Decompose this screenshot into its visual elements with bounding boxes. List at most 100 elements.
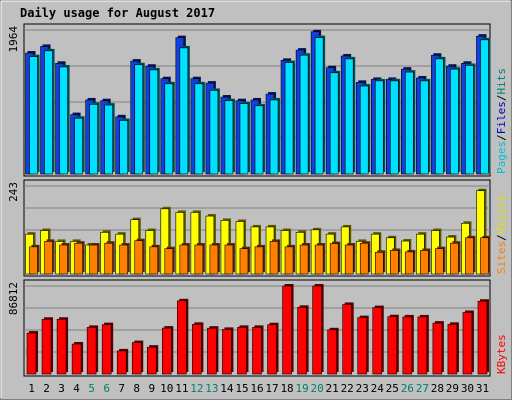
bar-files-day-19 bbox=[299, 54, 309, 175]
day-label-13: 13 bbox=[205, 382, 218, 395]
bar-files-day-30 bbox=[465, 65, 474, 175]
bar-kbytes-day-10 bbox=[162, 327, 172, 375]
panel-max-label: 86812 bbox=[7, 282, 20, 315]
day-label-24: 24 bbox=[371, 382, 385, 395]
day-label-1: 1 bbox=[28, 382, 35, 395]
bar-sites-day-21 bbox=[329, 243, 339, 275]
bar-sites-day-26 bbox=[405, 251, 414, 275]
day-label-30: 30 bbox=[461, 382, 474, 395]
bar-files-day-22 bbox=[344, 58, 354, 175]
day-label-8: 8 bbox=[133, 382, 140, 395]
bar-files-day-28 bbox=[435, 58, 444, 175]
bar-sites-day-27 bbox=[420, 250, 429, 275]
legend-entry: / bbox=[495, 95, 508, 102]
legend-entry: Sites bbox=[495, 241, 508, 274]
day-label-18: 18 bbox=[280, 382, 293, 395]
bar-kbytes-day-2 bbox=[41, 318, 52, 375]
bar-kbytes-day-4 bbox=[71, 343, 82, 375]
bar-kbytes-day-18 bbox=[282, 285, 292, 375]
bar-sites-day-14 bbox=[224, 244, 234, 275]
bar-files-day-9 bbox=[149, 69, 159, 175]
panel-max-label: 243 bbox=[7, 182, 20, 202]
bar-files-day-10 bbox=[164, 83, 174, 175]
bar-kbytes-day-5 bbox=[86, 327, 97, 375]
day-label-14: 14 bbox=[220, 382, 234, 395]
bar-files-day-16 bbox=[254, 105, 264, 175]
bar-sites-day-25 bbox=[389, 250, 399, 275]
bar-files-day-3 bbox=[59, 66, 68, 175]
bar-sites-day-7 bbox=[119, 244, 129, 275]
bar-kbytes-day-19 bbox=[297, 306, 307, 375]
bar-sites-day-8 bbox=[134, 240, 144, 275]
day-label-17: 17 bbox=[265, 382, 278, 395]
bar-sites-day-24 bbox=[374, 251, 384, 275]
legend-entry: Files bbox=[495, 101, 508, 134]
bar-sites-day-6 bbox=[104, 242, 113, 275]
bar-sites-day-2 bbox=[44, 241, 53, 275]
bar-files-day-25 bbox=[389, 80, 399, 175]
day-label-5: 5 bbox=[88, 382, 95, 395]
bar-files-day-12 bbox=[194, 83, 204, 175]
bar-sites-day-29 bbox=[450, 242, 459, 275]
bar-files-day-27 bbox=[420, 80, 429, 175]
bar-sites-day-4 bbox=[74, 242, 83, 275]
day-label-16: 16 bbox=[250, 382, 263, 395]
bar-sites-day-18 bbox=[284, 246, 294, 275]
day-label-27: 27 bbox=[416, 382, 429, 395]
day-label-10: 10 bbox=[160, 382, 173, 395]
bar-kbytes-day-26 bbox=[402, 316, 413, 375]
bar-files-day-5 bbox=[89, 104, 98, 175]
bar-files-day-15 bbox=[239, 103, 249, 175]
bar-kbytes-day-14 bbox=[222, 329, 232, 375]
bar-kbytes-day-12 bbox=[192, 324, 202, 375]
bar-files-day-6 bbox=[104, 104, 113, 175]
legend-entry: / bbox=[495, 234, 508, 241]
bar-sites-day-31 bbox=[480, 237, 489, 275]
series-kbytes bbox=[26, 284, 489, 375]
bar-sites-day-9 bbox=[149, 246, 159, 275]
bar-sites-day-15 bbox=[239, 248, 249, 275]
bar-kbytes-day-28 bbox=[432, 322, 443, 375]
bar-kbytes-day-9 bbox=[146, 346, 157, 375]
bar-kbytes-day-22 bbox=[342, 304, 352, 375]
chart-title: Daily usage for August 2017 bbox=[20, 6, 215, 20]
bar-sites-day-1 bbox=[29, 246, 38, 275]
x-axis-day-labels: 1 2 3 4 5 6 7 8 9 10 11 12 13 14 15 16 17 18 19 20 21 22 23 24 2… bbox=[28, 382, 489, 395]
bar-kbytes-day-21 bbox=[327, 329, 337, 375]
day-label-2: 2 bbox=[43, 382, 50, 395]
bar-kbytes-day-29 bbox=[447, 324, 458, 375]
bar-kbytes-day-3 bbox=[56, 318, 67, 375]
series-files bbox=[29, 35, 491, 175]
bar-kbytes-day-15 bbox=[237, 327, 247, 375]
day-label-7: 7 bbox=[118, 382, 125, 395]
bar-files-day-4 bbox=[74, 117, 83, 175]
panel-visits_sites: 243 Sites/Visits bbox=[7, 179, 508, 277]
day-label-4: 4 bbox=[73, 382, 80, 395]
bar-files-day-13 bbox=[209, 90, 219, 175]
bar-sites-day-3 bbox=[59, 244, 68, 275]
panel-max-label: 1964 bbox=[7, 26, 20, 53]
bar-files-day-26 bbox=[405, 71, 414, 175]
legend-entry: / bbox=[495, 134, 508, 141]
bar-kbytes-day-17 bbox=[267, 324, 277, 375]
day-label-26: 26 bbox=[401, 382, 414, 395]
day-label-25: 25 bbox=[386, 382, 399, 395]
bar-files-day-11 bbox=[179, 47, 189, 175]
bar-files-day-7 bbox=[119, 120, 129, 175]
bar-files-day-24 bbox=[374, 80, 384, 175]
day-label-22: 22 bbox=[341, 382, 354, 395]
day-label-31: 31 bbox=[476, 382, 489, 395]
bar-sites-day-30 bbox=[465, 237, 474, 275]
bar-files-day-18 bbox=[284, 62, 294, 175]
bar-kbytes-day-27 bbox=[417, 316, 428, 375]
day-label-3: 3 bbox=[58, 382, 65, 395]
bar-files-day-2 bbox=[44, 50, 53, 175]
bar-sites-day-28 bbox=[435, 248, 444, 275]
bar-kbytes-day-20 bbox=[312, 285, 322, 375]
bar-kbytes-day-31 bbox=[477, 300, 488, 375]
bar-sites-day-13 bbox=[209, 244, 219, 275]
bar-files-day-14 bbox=[224, 100, 234, 175]
bar-files-day-21 bbox=[329, 72, 339, 175]
day-label-11: 11 bbox=[175, 382, 188, 395]
